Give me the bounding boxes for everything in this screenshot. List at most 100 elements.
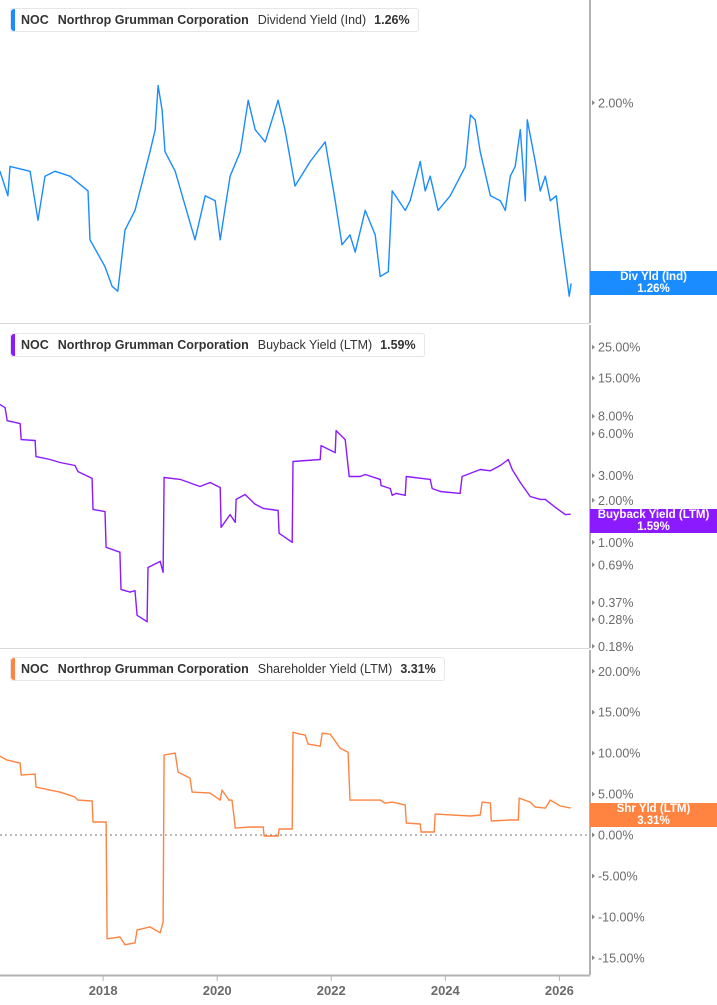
- data-point: [229, 175, 231, 177]
- data-point: [420, 831, 422, 833]
- data-point: [364, 473, 366, 476]
- y-tick-label: 0.18%: [598, 640, 633, 654]
- data-point: [209, 792, 211, 794]
- data-point: [219, 799, 221, 801]
- data-point: [44, 175, 46, 177]
- data-point: [54, 170, 56, 172]
- y-tick-mark: [592, 616, 595, 622]
- data-point: [228, 799, 230, 801]
- data-point: [35, 786, 37, 788]
- data-point: [161, 109, 163, 111]
- data-point: [104, 266, 106, 268]
- data-point: [555, 195, 557, 197]
- series-line: [0, 731, 571, 946]
- data-point: [409, 200, 411, 202]
- data-point: [277, 509, 279, 512]
- data-point: [549, 200, 551, 202]
- value-label-value: 1.26%: [637, 283, 670, 295]
- data-point: [344, 439, 346, 441]
- data-point: [509, 175, 511, 177]
- legend-value: 1.26%: [374, 13, 410, 27]
- data-point: [124, 229, 126, 231]
- data-point: [429, 175, 431, 177]
- data-point: [519, 129, 521, 131]
- data-point: [359, 475, 361, 478]
- y-tick-mark: [592, 600, 595, 606]
- data-point: [7, 195, 9, 197]
- data-point: [162, 571, 164, 573]
- data-point: [405, 475, 407, 478]
- y-tick-label: -15.00%: [598, 951, 645, 965]
- data-point: [163, 754, 165, 756]
- data-point: [518, 797, 520, 799]
- legend-company: Northrop Grumman Corporation: [57, 13, 249, 27]
- data-point: [404, 209, 406, 211]
- data-point: [559, 229, 561, 231]
- data-point: [162, 921, 164, 923]
- y-tick-label: 1.00%: [598, 536, 633, 550]
- data-point: [299, 733, 301, 735]
- data-point: [504, 209, 506, 211]
- data-point: [319, 458, 321, 461]
- data-point: [134, 209, 136, 211]
- data-point: [254, 503, 256, 505]
- data-point: [119, 936, 121, 938]
- data-point: [459, 492, 461, 494]
- y-tick-mark: [592, 873, 595, 879]
- data-point: [87, 190, 89, 192]
- data-point: [544, 498, 546, 500]
- data-point: [164, 151, 166, 153]
- legend-metric: Buyback Yield (LTM): [257, 338, 373, 352]
- y-tick-label: 15.00%: [598, 706, 640, 720]
- y-tick-label: 3.00%: [598, 469, 633, 483]
- data-point: [163, 476, 165, 479]
- data-point: [105, 546, 107, 549]
- data-point: [77, 799, 79, 801]
- y-tick-mark: [592, 709, 595, 715]
- y-tick-label: 10.00%: [598, 747, 640, 761]
- data-point: [335, 430, 337, 432]
- y-tick-label: 0.00%: [598, 829, 633, 843]
- y-tick-label: 25.00%: [598, 341, 640, 355]
- data-point: [566, 280, 568, 282]
- value-label-buyback-yield: Buyback Yield (LTM) 1.59%: [590, 509, 717, 533]
- data-point: [479, 814, 481, 816]
- series-color-bar: [11, 9, 15, 31]
- data-point: [134, 942, 136, 944]
- data-point: [191, 791, 193, 793]
- legend-value: 1.59%: [380, 338, 416, 352]
- data-point: [6, 759, 8, 761]
- data-point: [437, 209, 439, 211]
- data-point: [439, 490, 441, 493]
- value-label-title: Buyback Yield (LTM): [597, 509, 710, 521]
- data-point: [562, 251, 564, 253]
- value-label-shareholder-yield: Shr Yld (LTM) 3.31%: [590, 803, 717, 827]
- data-point: [379, 275, 381, 278]
- data-point: [404, 494, 406, 496]
- data-point: [159, 932, 161, 934]
- x-tick-label: 2024: [431, 983, 461, 998]
- data-point: [6, 420, 8, 422]
- data-point: [474, 119, 476, 121]
- data-point: [389, 487, 391, 490]
- data-point: [19, 762, 21, 764]
- data-point: [234, 521, 236, 523]
- data-point: [219, 486, 221, 489]
- legend-ticker: NOC: [21, 338, 49, 352]
- data-point: [519, 481, 521, 484]
- data-point: [292, 731, 294, 733]
- data-point: [29, 170, 31, 172]
- data-point: [517, 819, 519, 821]
- data-point: [111, 285, 113, 287]
- data-point: [489, 470, 491, 472]
- y-tick-label: 0.28%: [598, 613, 633, 627]
- y-tick-mark: [592, 431, 595, 437]
- data-point: [354, 251, 356, 253]
- data-point: [424, 190, 426, 192]
- y-tick-mark: [592, 832, 595, 838]
- y-tick-label: 20.00%: [598, 665, 640, 679]
- data-point: [349, 234, 351, 236]
- legend-dividend-yield: NOC Northrop Grumman Corporation Dividen…: [10, 8, 419, 32]
- data-point: [189, 777, 191, 779]
- data-point: [124, 944, 126, 946]
